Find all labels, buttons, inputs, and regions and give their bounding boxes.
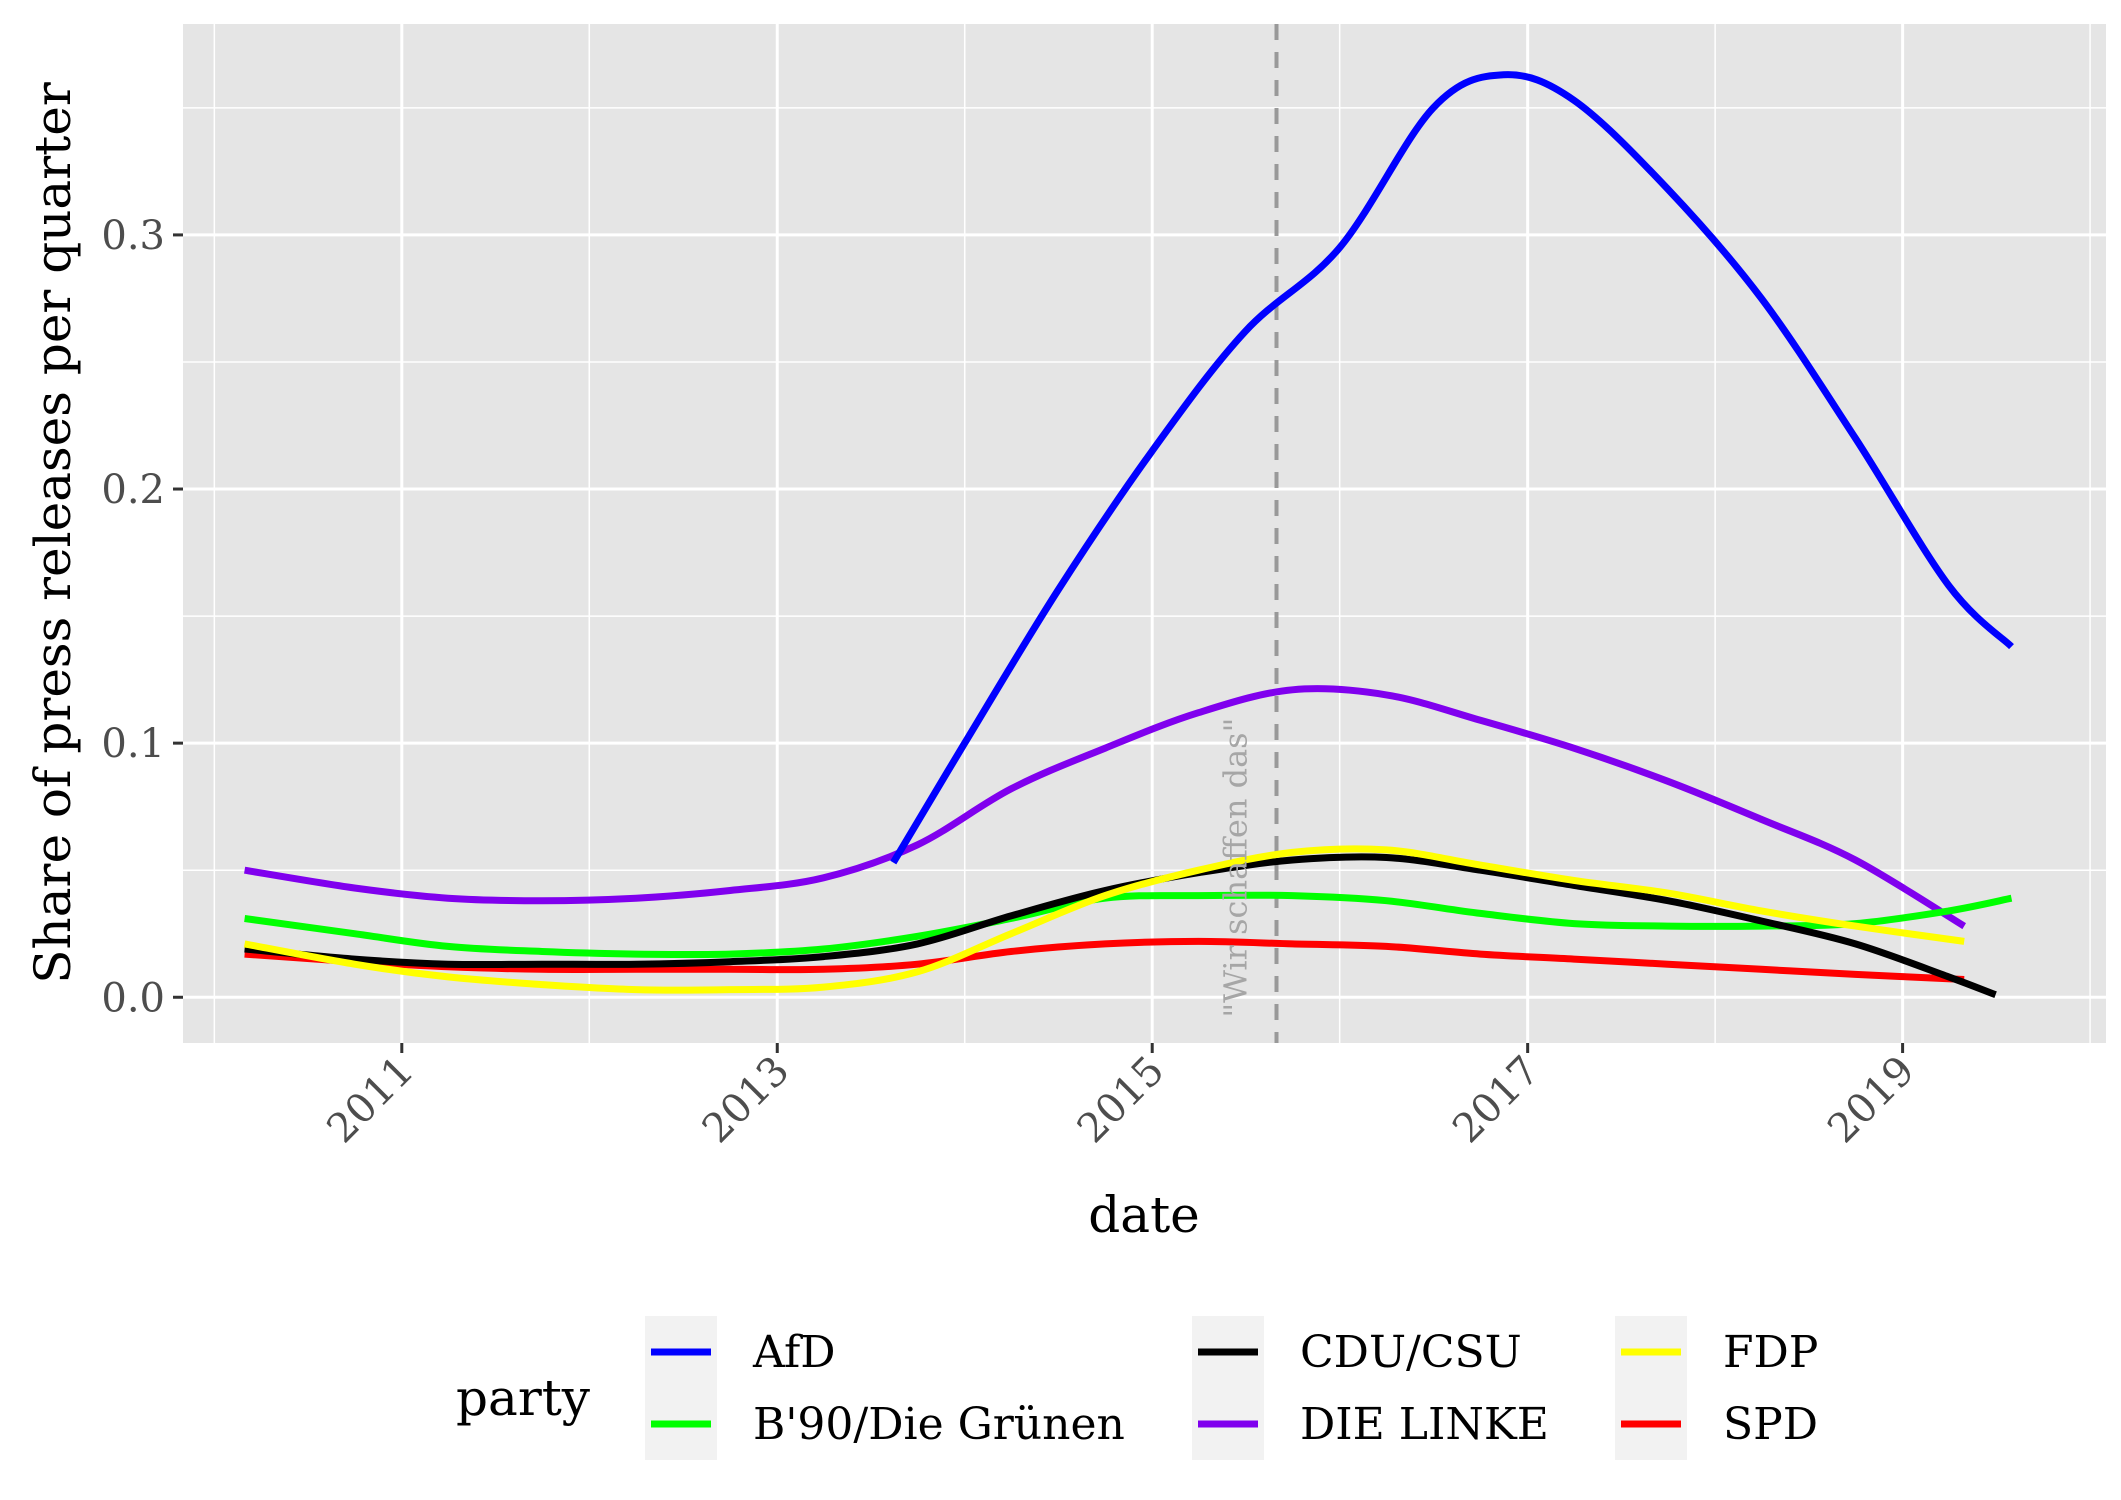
series-line-spd: [244, 937, 1965, 983]
plot-panel: [183, 24, 2106, 1043]
legend-label-b-90-die-gr-nen: B'90/Die Grünen: [753, 1399, 1125, 1450]
x-tick-label-1: 2013: [694, 1048, 799, 1153]
y-axis: 0.0 0.1 0.2 0.3: [101, 213, 183, 1021]
legend-label-spd: SPD: [1723, 1399, 1818, 1450]
legend-title: party: [456, 1369, 591, 1427]
x-tick-label-3: 2017: [1444, 1048, 1549, 1153]
y-axis-title: Share of press releases per quarter: [24, 82, 82, 984]
series-line-b-90-die-gr-nen: [244, 891, 2013, 959]
y-tick-label-3: 0.3: [101, 213, 165, 259]
x-tick-label-4: 2019: [1819, 1048, 1924, 1153]
grid-minor: [183, 24, 2106, 1043]
x-tick-label-0: 2011: [318, 1048, 423, 1153]
x-tick-label-2: 2015: [1069, 1048, 1174, 1153]
legend: party AfD B'90/Die Grünen CDU/CSU DIE LINKE…: [456, 1316, 1818, 1460]
annotation-label: "Wir schaffen das": [1217, 718, 1255, 1018]
y-tick-label-1: 0.1: [101, 721, 165, 767]
legend-label-die-linke: DIE LINKE: [1300, 1399, 1549, 1450]
legend-label-cdu-csu: CDU/CSU: [1300, 1327, 1522, 1378]
series-line-afd: [890, 71, 2014, 865]
y-tick-label-2: 0.2: [101, 467, 165, 513]
series-line-die-linke: [244, 685, 1967, 930]
legend-label-fdp: FDP: [1723, 1327, 1818, 1378]
series-lines: [243, 71, 2014, 998]
y-tick-label-0: 0.0: [101, 975, 165, 1021]
legend-label-afd: AfD: [752, 1327, 836, 1378]
annotation-label-group: "Wir schaffen das": [1217, 718, 1255, 1018]
x-axis-title: date: [1088, 1186, 1200, 1244]
x-axis: 2011 2013 2015 2017 2019: [318, 1043, 1924, 1153]
series-line-fdp: [243, 845, 1965, 994]
